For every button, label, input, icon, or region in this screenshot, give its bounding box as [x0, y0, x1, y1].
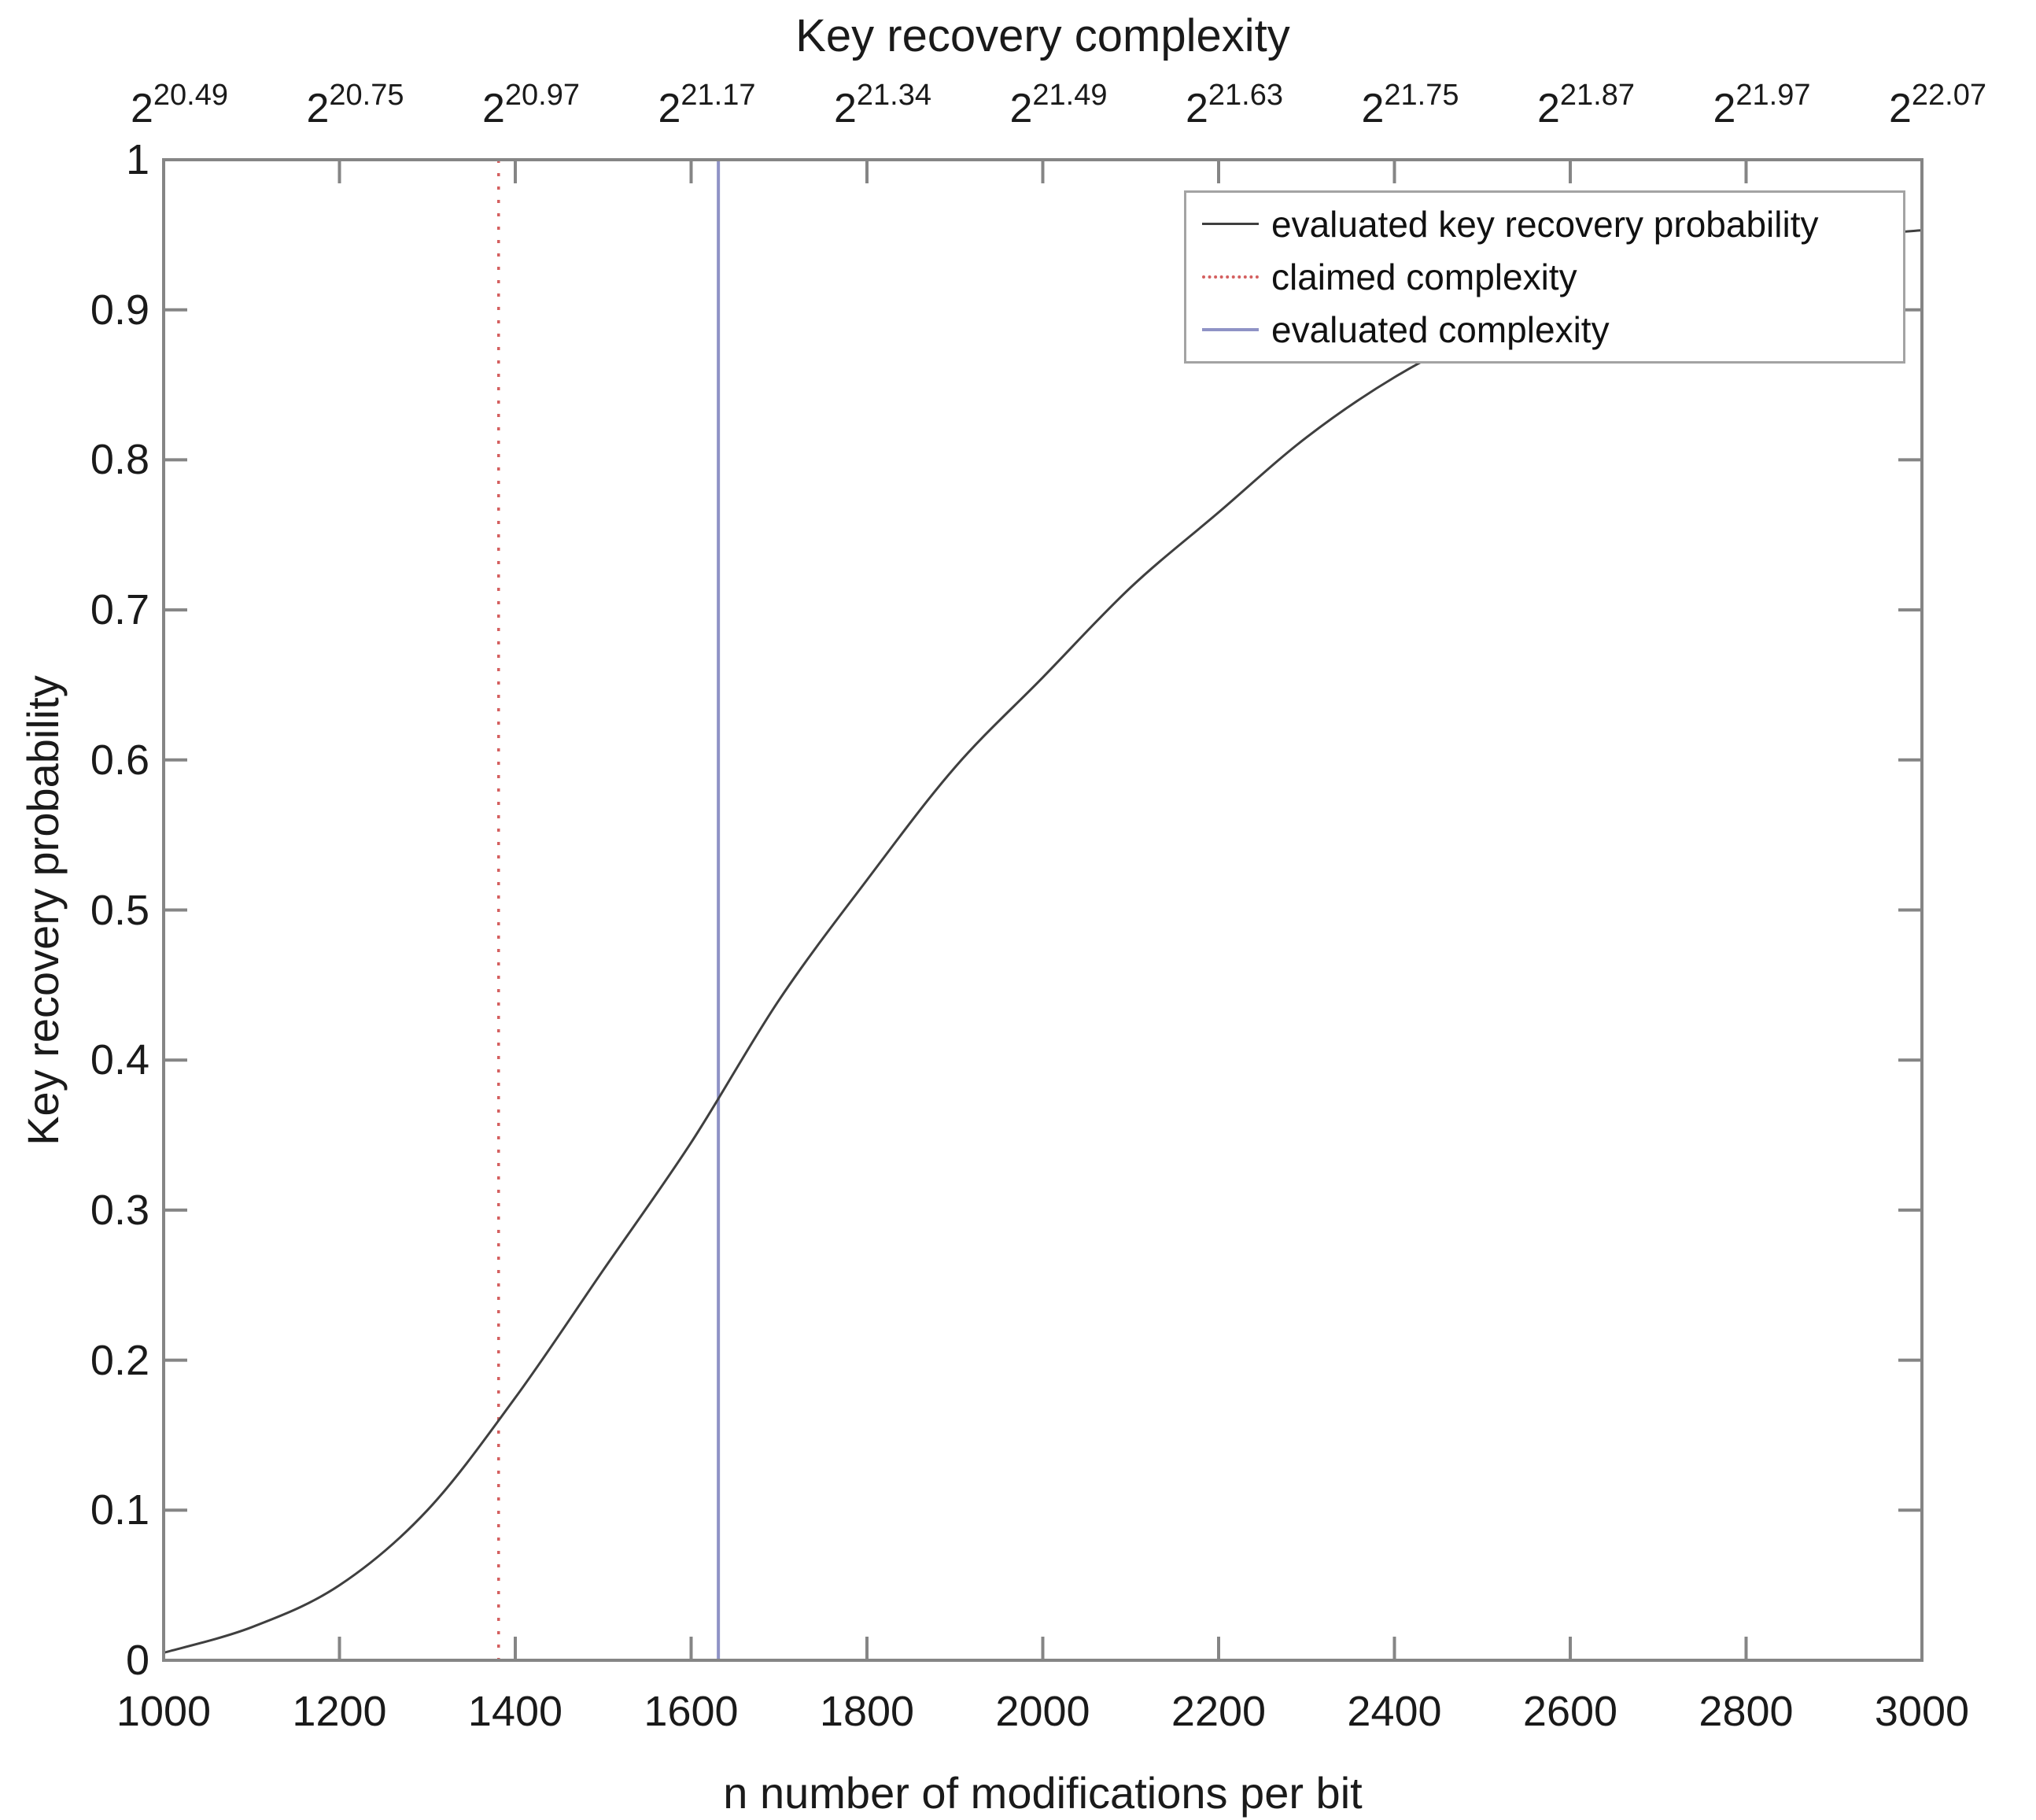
legend-label: claimed complexity [1271, 256, 1577, 297]
top-tick-label: 220.75 [306, 79, 404, 131]
legend-item-claimed-complexity: claimed complexity [1202, 257, 1903, 297]
top-tick-label: 221.87 [1536, 79, 1635, 131]
x-tick-label: 1800 [819, 1688, 915, 1735]
solid-line-swatch-icon [1202, 223, 1259, 226]
y-tick-label: 0.7 [90, 586, 149, 634]
y-tick-label: 0.2 [90, 1336, 149, 1384]
x-tick-label: 3000 [1874, 1688, 1970, 1735]
y-tick-label: 0.1 [90, 1486, 149, 1534]
legend: evaluated key recovery probability claim… [1184, 190, 1905, 364]
dotted-line-swatch-icon [1202, 275, 1259, 279]
y-tick-label: 0.3 [90, 1186, 149, 1234]
x-tick-label: 1200 [292, 1688, 387, 1735]
y-tick-label: 0.4 [90, 1036, 149, 1084]
y-tick-label: 0 [125, 1637, 149, 1684]
probability-curve [163, 229, 1923, 1654]
top-tick-label: 220.97 [481, 79, 580, 131]
top-tick-label: 222.07 [1888, 79, 1986, 131]
top-tick-label: 221.63 [1185, 79, 1283, 131]
axes-frame [162, 158, 1924, 1662]
x-tick-label: 1000 [116, 1688, 212, 1735]
x-tick-label: 2400 [1347, 1688, 1442, 1735]
x-tick-label: 2800 [1699, 1688, 1794, 1735]
x-tick-label: 2200 [1171, 1688, 1267, 1735]
y-tick-label: 0.6 [90, 736, 149, 784]
y-tick-label: 0.5 [90, 886, 149, 934]
y-tick-label: 0.9 [90, 286, 149, 334]
legend-label: evaluated complexity [1271, 309, 1610, 351]
x-axis-label: n number of modifications per bit [723, 1768, 1363, 1818]
top-tick-label: 221.75 [1361, 79, 1459, 131]
x-tick-label: 2000 [995, 1688, 1090, 1735]
top-axis-title: Key recovery complexity [795, 10, 1290, 61]
legend-label: evaluated key recovery probability [1271, 203, 1819, 245]
top-tick-label: 221.49 [1009, 79, 1108, 131]
legend-item-evaluated-complexity: evaluated complexity [1202, 309, 1903, 350]
y-tick-label: 0.8 [90, 436, 149, 484]
top-tick-label: 221.17 [658, 79, 756, 131]
y-axis-label: Key recovery probability [18, 675, 68, 1146]
x-tick-label: 2600 [1522, 1688, 1618, 1735]
x-tick-label: 1600 [644, 1688, 739, 1735]
top-tick-label: 221.34 [833, 79, 931, 131]
top-tick-label: 221.97 [1713, 79, 1811, 131]
y-tick-label: 1 [125, 136, 149, 183]
top-tick-label: 220.49 [130, 79, 228, 131]
x-tick-label: 1400 [467, 1688, 563, 1735]
legend-item-evaluated-probability: evaluated key recovery probability [1202, 204, 1903, 245]
blue-line-swatch-icon [1202, 328, 1259, 332]
